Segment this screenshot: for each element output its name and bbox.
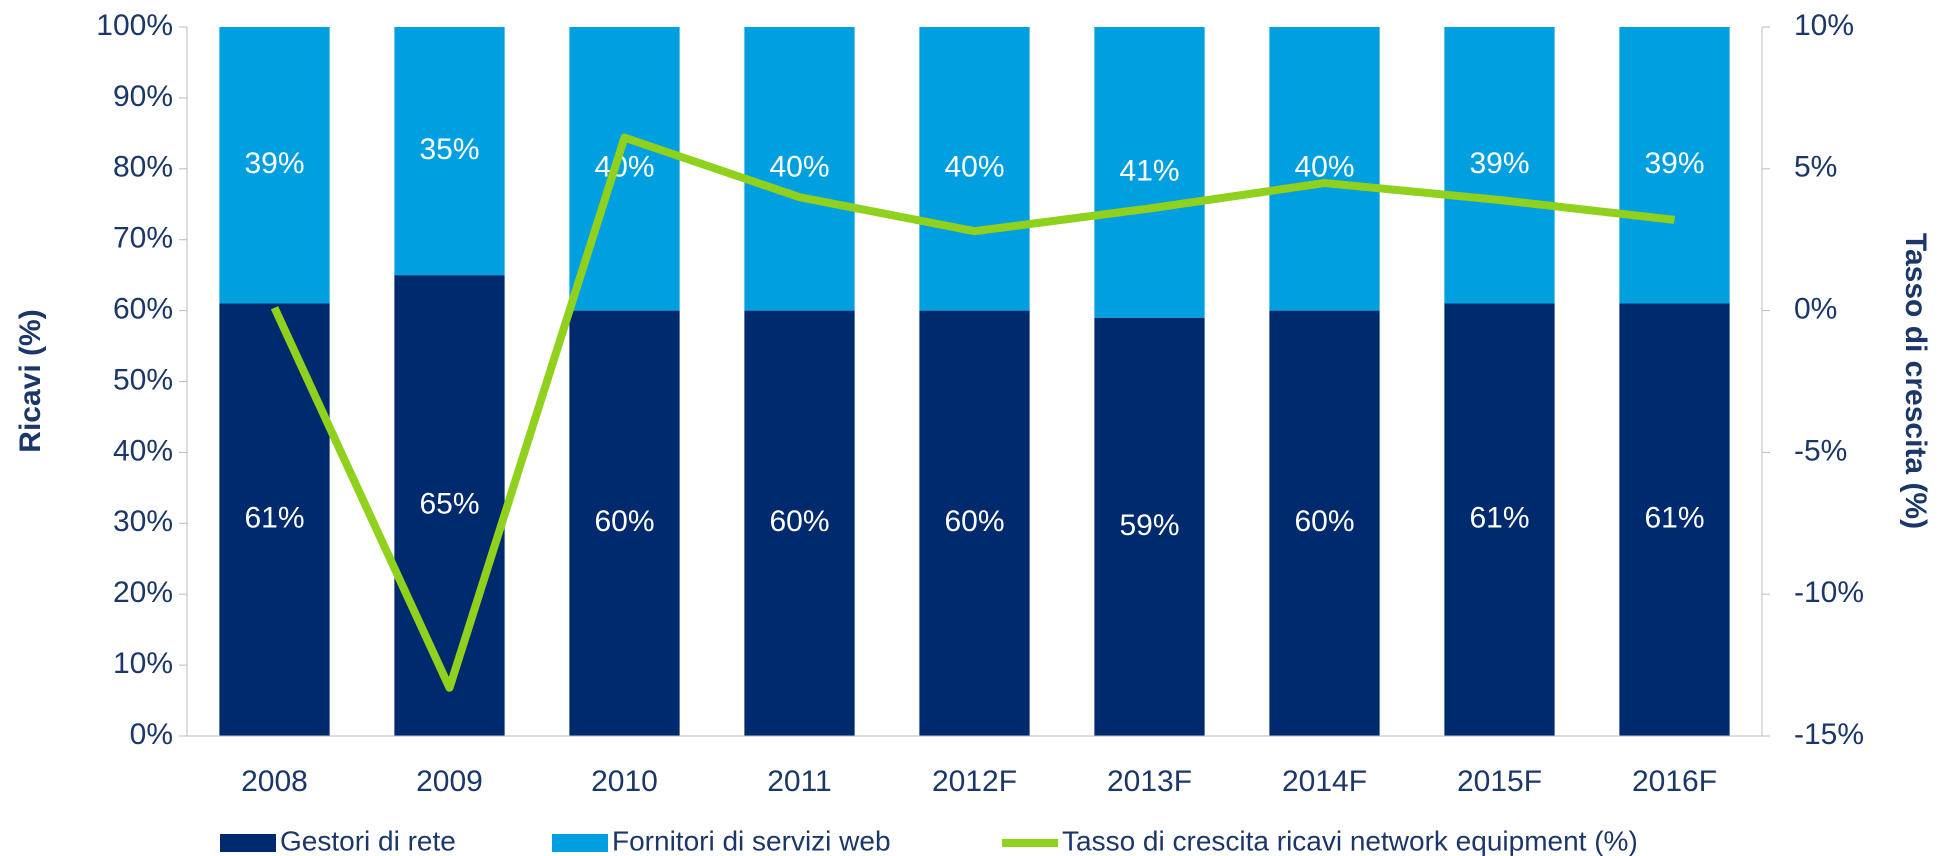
data-label: 41% bbox=[1119, 154, 1179, 187]
data-label: 40% bbox=[769, 151, 829, 184]
legend-label: Fornitori di servizi web bbox=[612, 825, 891, 856]
y-axis-title: Ricavi (%) bbox=[14, 309, 47, 452]
data-label: 65% bbox=[419, 487, 479, 520]
data-label: 59% bbox=[1119, 509, 1179, 542]
bar-segment bbox=[1094, 27, 1205, 318]
y-tick-label: 80% bbox=[113, 151, 173, 184]
x-tick-label: 2011 bbox=[767, 765, 832, 798]
bar-segment bbox=[919, 310, 1030, 736]
data-label: 40% bbox=[1294, 151, 1354, 184]
data-label: 60% bbox=[594, 505, 654, 538]
bar-segment bbox=[219, 27, 330, 304]
data-label: 61% bbox=[1469, 502, 1529, 535]
y-tick-label: 90% bbox=[113, 80, 173, 113]
y2-tick-label: -5% bbox=[1794, 434, 1847, 467]
data-label: 39% bbox=[1644, 147, 1704, 180]
legend-swatch bbox=[552, 834, 608, 852]
y-tick-label: 100% bbox=[96, 9, 173, 42]
bar-segment bbox=[1619, 303, 1730, 736]
y-tick-label: 30% bbox=[113, 505, 173, 538]
bar-segment bbox=[1094, 317, 1205, 736]
x-tick-label: 2008 bbox=[241, 765, 308, 798]
x-tick-label: 2012F bbox=[932, 765, 1017, 798]
data-label: 60% bbox=[1294, 505, 1354, 538]
legend-label: Tasso di crescita ricavi network equipme… bbox=[1062, 825, 1638, 856]
x-tick-label: 2009 bbox=[416, 765, 483, 798]
y2-axis-title: Tasso di crescita (%) bbox=[1899, 233, 1932, 529]
bar-segment bbox=[1444, 27, 1555, 304]
bar-segment bbox=[219, 303, 330, 736]
data-label: 40% bbox=[594, 151, 654, 184]
y-tick-label: 10% bbox=[113, 647, 173, 680]
y2-tick-label: 0% bbox=[1794, 293, 1837, 326]
x-tick-label: 2010 bbox=[591, 765, 658, 798]
y-tick-label: 60% bbox=[113, 293, 173, 326]
growth-line bbox=[270, 133, 1675, 692]
bar-segment bbox=[1444, 303, 1555, 736]
legend-label: Gestori di rete bbox=[280, 825, 456, 856]
data-label: 61% bbox=[244, 502, 304, 535]
y2-tick-label: 10% bbox=[1794, 9, 1854, 42]
x-tick-label: 2014F bbox=[1282, 765, 1367, 798]
bar-segment bbox=[744, 27, 855, 311]
data-label: 61% bbox=[1644, 502, 1704, 535]
y-tick-label: 50% bbox=[113, 363, 173, 396]
y-tick-label: 70% bbox=[113, 222, 173, 255]
y2-tick-label: -10% bbox=[1794, 576, 1864, 609]
bar-segment bbox=[1269, 27, 1380, 311]
y2-tick-label: 5% bbox=[1794, 151, 1837, 184]
y-tick-label: 40% bbox=[113, 434, 173, 467]
bar-segment bbox=[394, 27, 505, 276]
y-tick-label: 0% bbox=[130, 718, 173, 751]
bar-segment bbox=[744, 310, 855, 736]
data-label: 60% bbox=[769, 505, 829, 538]
x-tick-label: 2016F bbox=[1632, 765, 1717, 798]
bar-segment bbox=[919, 27, 1030, 311]
legend-swatch bbox=[220, 834, 276, 852]
data-label: 40% bbox=[944, 151, 1004, 184]
y2-tick-label: -15% bbox=[1794, 718, 1864, 751]
x-tick-label: 2015F bbox=[1457, 765, 1542, 798]
data-label: 39% bbox=[244, 147, 304, 180]
y-tick-label: 20% bbox=[113, 576, 173, 609]
bar-segment bbox=[1269, 310, 1380, 736]
data-label: 39% bbox=[1469, 147, 1529, 180]
bar-segment bbox=[1619, 27, 1730, 304]
data-label: 60% bbox=[944, 505, 1004, 538]
bar-segment bbox=[569, 310, 680, 736]
x-tick-label: 2013F bbox=[1107, 765, 1192, 798]
data-label: 35% bbox=[419, 133, 479, 166]
bar-segment bbox=[394, 275, 505, 736]
